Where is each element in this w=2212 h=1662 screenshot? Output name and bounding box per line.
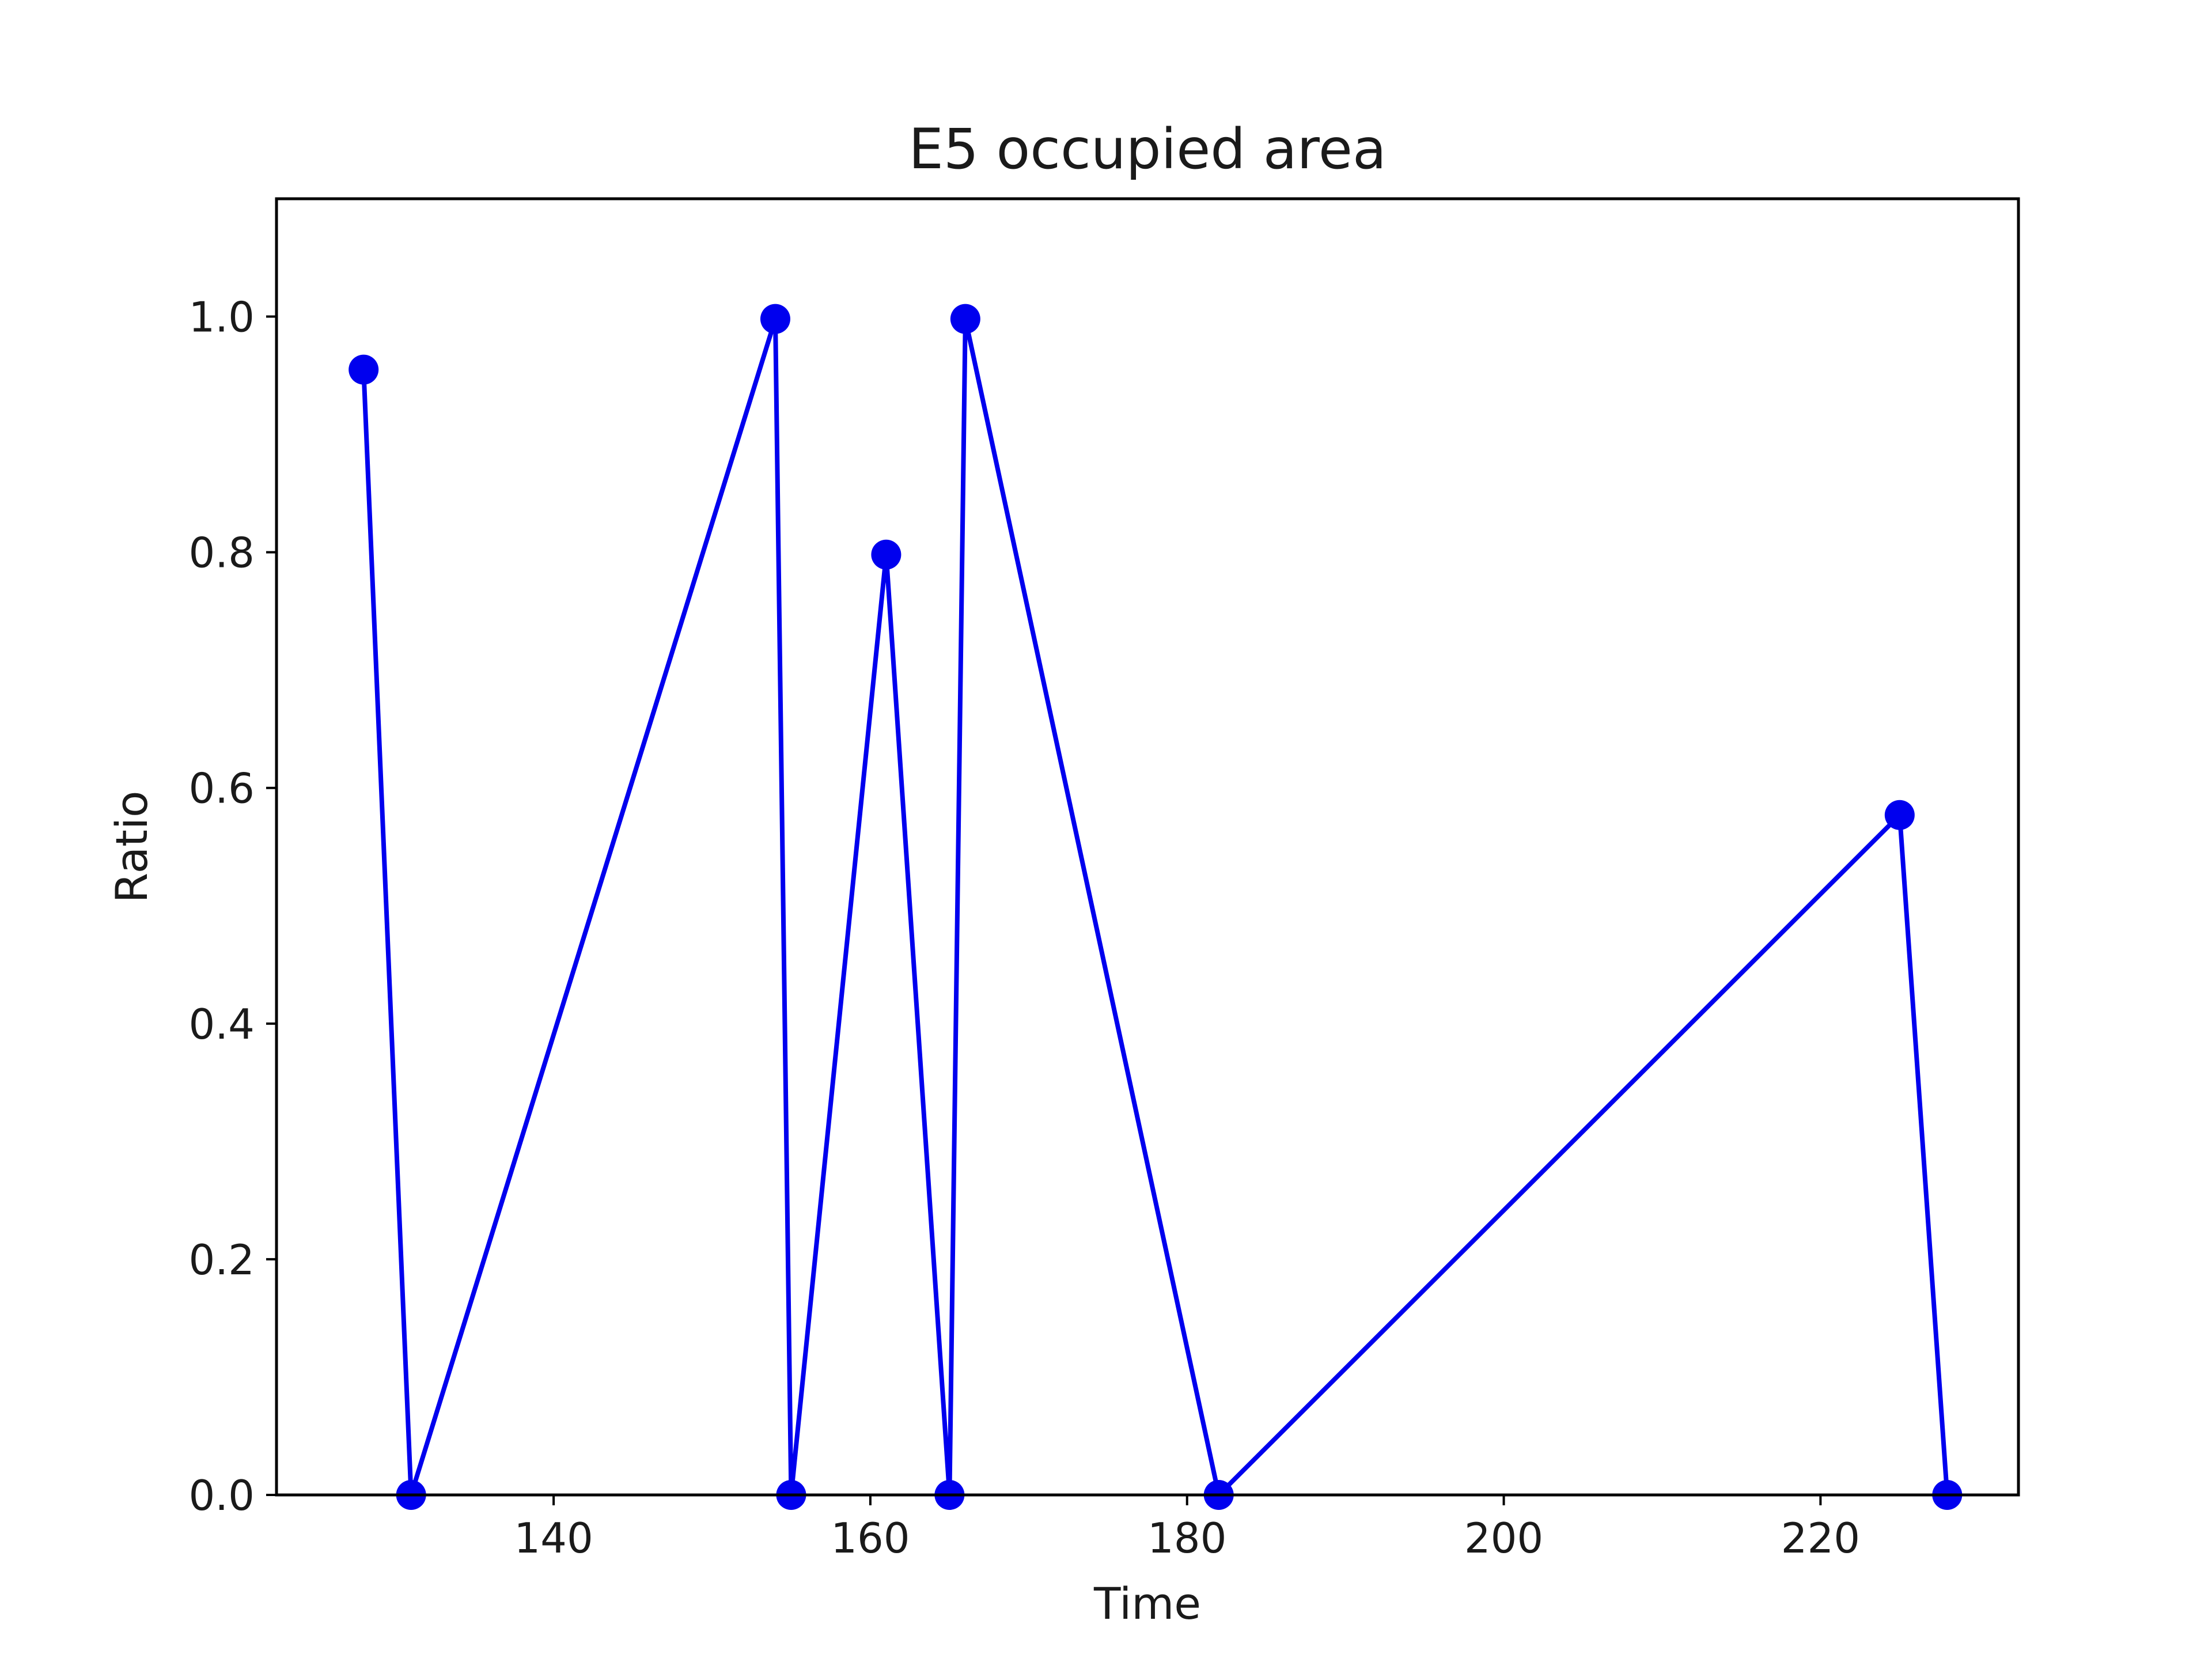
x-tick-label: 180 xyxy=(1147,1514,1226,1562)
x-tick-label: 140 xyxy=(514,1514,593,1562)
y-tick-label: 0.4 xyxy=(188,1000,255,1048)
y-tick-label: 0.0 xyxy=(188,1471,255,1520)
y-tick-label: 0.2 xyxy=(188,1236,255,1284)
data-point xyxy=(950,304,980,334)
chart-title: E5 occupied area xyxy=(908,117,1387,181)
data-point xyxy=(349,354,379,385)
x-tick-label: 220 xyxy=(1781,1514,1860,1562)
plot-area xyxy=(349,304,1963,1510)
x-axis-label: Time xyxy=(1093,1578,1201,1629)
x-tick-label: 200 xyxy=(1464,1514,1543,1562)
y-axis-ticks: 0.0 0.2 0.4 0.6 0.8 1.0 xyxy=(188,293,276,1520)
data-point xyxy=(1884,800,1915,830)
series-line xyxy=(361,318,1950,1500)
y-tick-label: 0.8 xyxy=(188,529,255,577)
data-point xyxy=(871,539,902,570)
data-point xyxy=(760,304,790,334)
x-axis-ticks: 140 160 180 200 220 xyxy=(514,1495,1860,1562)
y-tick-label: 1.0 xyxy=(188,293,255,342)
y-tick-label: 0.6 xyxy=(188,764,255,813)
y-axis-label: Ratio xyxy=(106,790,157,903)
plot-frame xyxy=(275,197,2020,1497)
x-tick-label: 160 xyxy=(831,1514,910,1562)
